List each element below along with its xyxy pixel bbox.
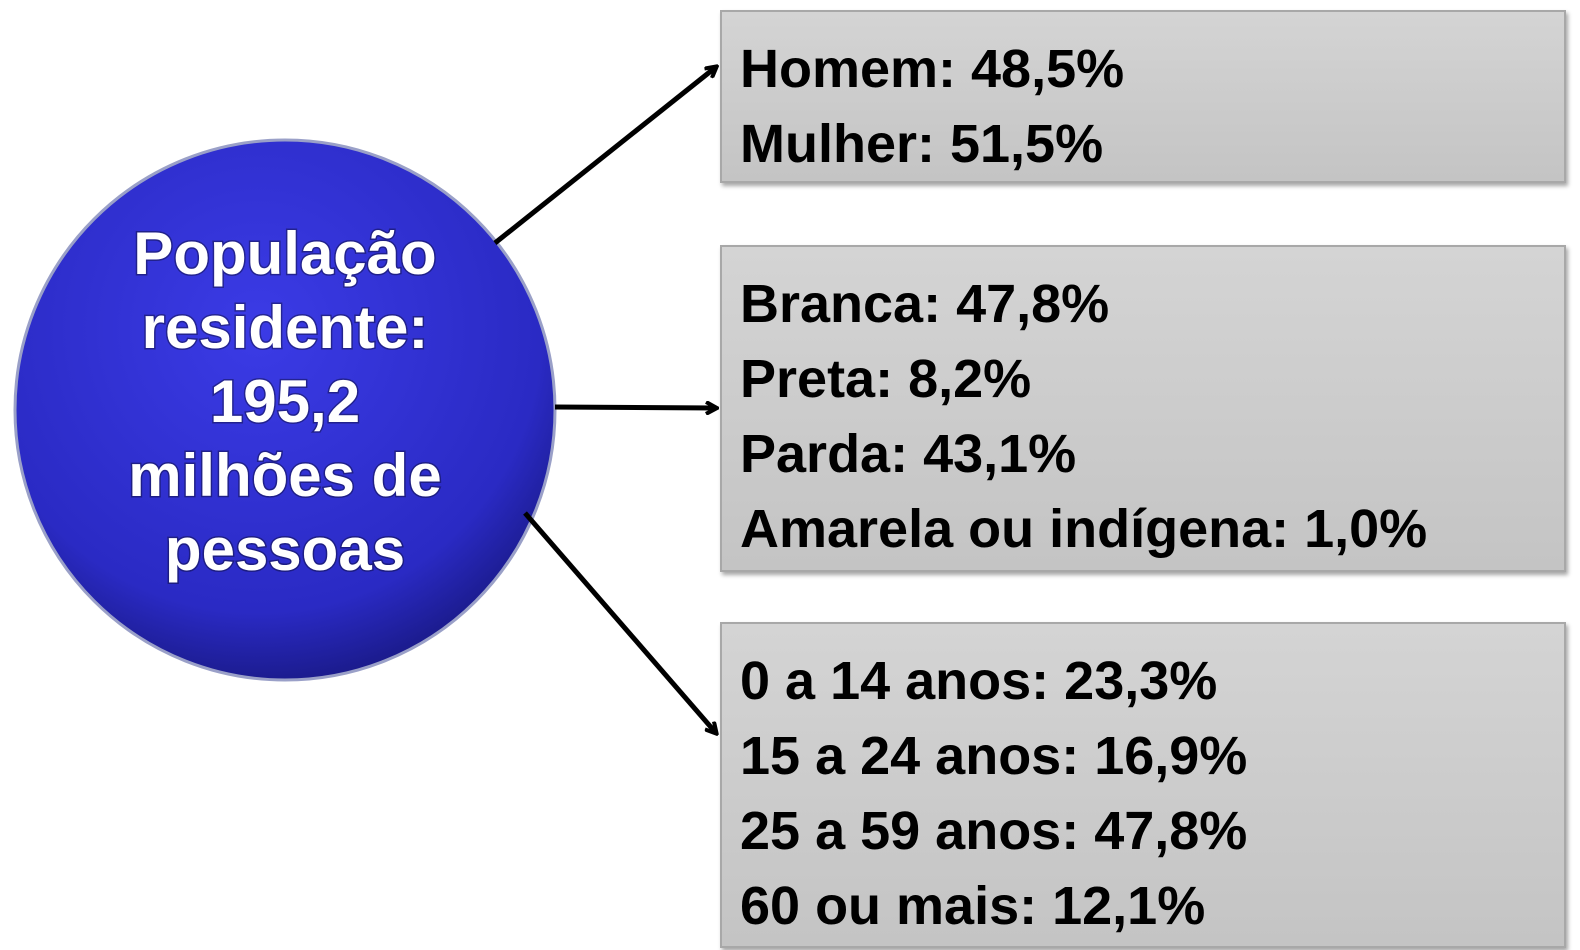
center-label-line: milhões de	[128, 442, 441, 509]
arrow	[523, 511, 716, 733]
age-box: 0 a 14 anos: 23,3% 15 a 24 anos: 16,9% 25 …	[720, 622, 1566, 948]
box-line: 15 a 24 anos: 16,9%	[740, 726, 1248, 786]
center-label-line: residente:	[142, 294, 429, 361]
box-line: 60 ou mais: 12,1%	[740, 876, 1206, 936]
center-label-line: População	[133, 220, 436, 287]
arrow	[554, 407, 716, 408]
race-box: Branca: 47,8% Preta: 8,2% Parda: 43,1% Amar…	[720, 245, 1566, 572]
gender-box: Homem: 48,5% Mulher: 51,5%	[720, 10, 1566, 183]
center-label-line: 195,2	[210, 368, 360, 435]
box-line: Parda: 43,1%	[740, 424, 1077, 484]
center-label-line: pessoas	[165, 516, 405, 583]
box-line: Mulher: 51,5%	[740, 114, 1104, 174]
box-line: Branca: 47,8%	[740, 274, 1110, 334]
box-line: Preta: 8,2%	[740, 349, 1032, 409]
center-circle	[13, 138, 557, 682]
box-line: 25 a 59 anos: 47,8%	[740, 801, 1248, 861]
center-label: População residente: 195,2 milhões de pessoa…	[127, 218, 443, 584]
arrow	[493, 67, 716, 245]
box-line: Homem: 48,5%	[740, 39, 1125, 99]
box-line: 0 a 14 anos: 23,3%	[740, 651, 1218, 711]
box-line: Amarela ou indígena: 1,0%	[740, 499, 1428, 559]
